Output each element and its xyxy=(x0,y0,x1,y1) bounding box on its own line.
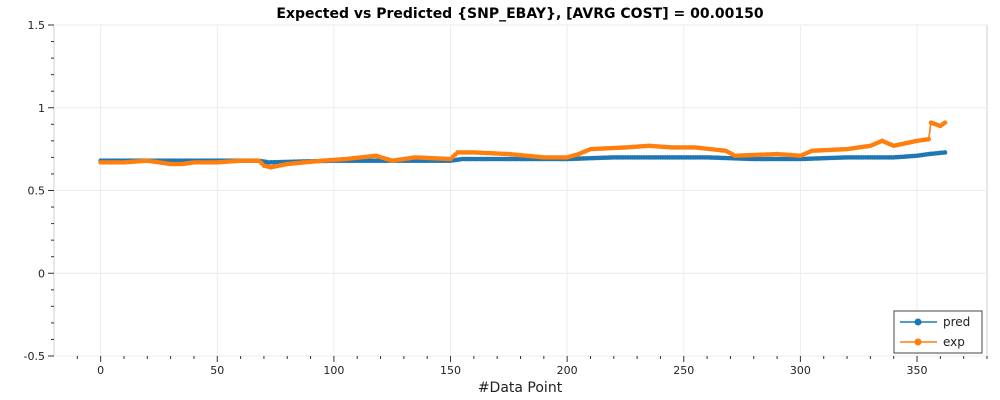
x-axis-label: #Data Point xyxy=(478,380,563,396)
series-markers-exp xyxy=(98,120,948,170)
x-tick-label: 300 xyxy=(790,364,811,377)
legend-exp-marker xyxy=(914,338,922,346)
x-tick-label: 50 xyxy=(210,364,224,377)
y-tick-label: 0 xyxy=(38,267,45,280)
axes: 0 50 100 150 200 250 300 350 -0.5 0 0.5 1 1.5 xyxy=(24,19,988,377)
x-tick-label: 350 xyxy=(907,364,928,377)
data-point-pred xyxy=(942,150,948,155)
data-point-exp xyxy=(926,136,931,142)
x-tick-label: 100 xyxy=(323,364,344,377)
legend-box xyxy=(893,310,983,354)
y-tick-label: -0.5 xyxy=(24,350,45,363)
x-tick-label: 200 xyxy=(557,364,578,377)
y-tick-label: 1.5 xyxy=(28,19,46,32)
x-tick-label: 0 xyxy=(97,364,104,377)
series-group xyxy=(98,120,948,170)
legend: pred exp xyxy=(893,310,983,354)
y-tick-label: 0.5 xyxy=(28,185,46,198)
y-tick-label: 1 xyxy=(38,102,45,115)
legend-pred-marker xyxy=(914,318,922,326)
legend-exp-label: exp xyxy=(943,335,965,349)
legend-pred-label: pred xyxy=(943,315,970,329)
x-tick-label: 250 xyxy=(673,364,694,377)
x-tick-label: 150 xyxy=(440,364,461,377)
data-point-exp xyxy=(942,120,948,125)
chart-title: Expected vs Predicted {SNP_EBAY}, [AVRG … xyxy=(276,6,763,22)
